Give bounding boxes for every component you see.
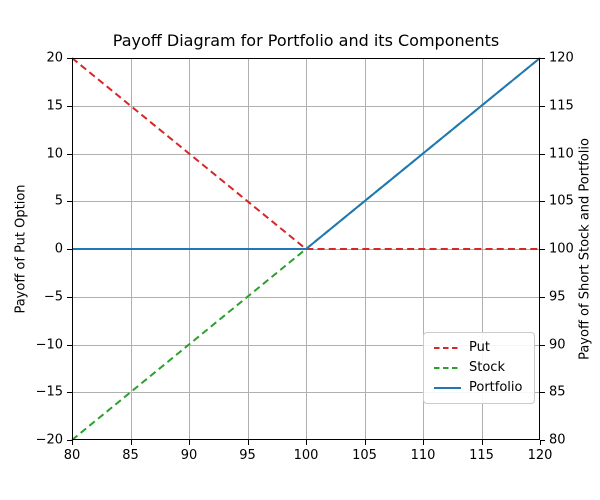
y-left-tick-label: 5 [54, 193, 63, 209]
legend-item-put: Put [424, 338, 534, 358]
y-right-tick-label: 110 [549, 146, 574, 161]
x-tick-label: 120 [527, 448, 553, 463]
y-axis-label-right: Payoff of Short Stock and Portfolio [577, 138, 593, 360]
chart-title: Payoff Diagram for Portfolio and its Com… [112, 31, 500, 50]
x-tick-label: 85 [122, 448, 139, 463]
y-right-tick-label: 95 [549, 289, 566, 305]
y-right-tick-label: 80 [549, 432, 566, 448]
legend-label-portfolio: Portfolio [469, 380, 523, 395]
legend-item-portfolio: Portfolio [424, 378, 534, 398]
y-right-tick-label: 115 [549, 98, 574, 114]
portfolio-line-sample [434, 387, 461, 389]
y-left-tick-label: 0 [54, 241, 63, 257]
y-left-tick-label: −10 [35, 337, 63, 352]
legend-item-stock: Stock [424, 358, 534, 378]
x-tick-label: 115 [469, 448, 494, 463]
legend: Put Stock Portfolio [423, 332, 535, 404]
y-left-tick-label: 10 [46, 146, 63, 161]
y-right-tick-label: 90 [549, 337, 566, 352]
y-right-tick-label: 85 [549, 384, 566, 400]
y-right-tick-label: 100 [549, 241, 574, 257]
y-left-tick-label: −20 [35, 432, 63, 448]
y-left-tick-label: 15 [46, 98, 63, 114]
x-tick-label: 95 [239, 448, 256, 463]
stock-line-sample [434, 367, 461, 369]
y-left-tick-label: −15 [35, 384, 63, 400]
y-left-tick-label: 20 [46, 50, 63, 66]
y-right-tick-label: 105 [549, 193, 574, 209]
y-axis-label-left: Payoff of Put Option [13, 184, 29, 314]
y-right-tick-label: 120 [549, 50, 574, 66]
x-tick-label: 80 [63, 448, 81, 463]
legend-label-stock: Stock [469, 360, 505, 375]
x-tick-label: 105 [352, 448, 377, 463]
legend-label-put: Put [469, 340, 490, 355]
y-left-tick-label: −5 [43, 289, 63, 305]
x-tick-label: 90 [180, 448, 198, 463]
x-tick-label: 110 [410, 448, 436, 463]
x-tick-label: 100 [293, 448, 319, 463]
put-line-sample [434, 347, 461, 349]
